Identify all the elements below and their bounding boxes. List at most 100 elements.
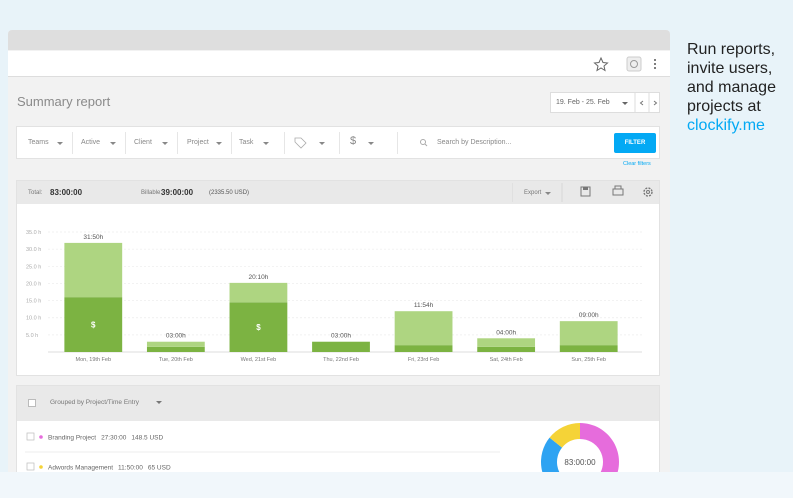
promo-line: projects at	[687, 98, 761, 115]
separator	[72, 132, 73, 154]
x-tick-label: Tue, 20th Feb	[159, 357, 193, 363]
bar-segment	[477, 346, 536, 352]
y-tick-label: 10.0 h	[26, 316, 41, 322]
filter-item[interactable]: Task	[239, 139, 254, 146]
bar-segment	[64, 297, 123, 352]
billable-value: 39:00:00	[161, 188, 194, 197]
date-picker[interactable]: 19. Feb - 25. Feb	[550, 92, 660, 113]
row-name: Branding Project	[48, 435, 96, 442]
x-tick-label: Sun, 25th Feb	[571, 357, 606, 363]
promo-link[interactable]: clockify.me	[687, 117, 765, 134]
project-dot	[39, 465, 43, 469]
overlay: 5.0 h 10.0 h 15.0 h 20.0 h 25.0 h 30.0 h 35.0 …	[25, 230, 642, 472]
row-amount: 65 USD	[148, 465, 171, 472]
donut-slice	[580, 423, 619, 472]
bar-segment	[146, 346, 205, 352]
filter-item[interactable]: Project	[187, 139, 209, 146]
bar-segment	[312, 341, 370, 352]
bar-segment	[229, 282, 288, 303]
group-header: Grouped by Project/Time Entry	[17, 386, 659, 421]
address-bar	[8, 51, 670, 77]
separator	[284, 132, 285, 154]
billable-label: Billable:	[141, 190, 163, 196]
x-tick-label: Sat, 24th Feb	[490, 357, 523, 363]
donut-slice	[541, 437, 563, 472]
billable-marker: $	[91, 321, 96, 330]
promo-line: invite users,	[687, 60, 773, 77]
browser-icons[interactable]	[593, 56, 663, 72]
y-tick-label: 20.0 h	[26, 281, 41, 287]
bar-total-label: 04:00h	[496, 329, 516, 336]
currency-filter[interactable]: $	[350, 135, 357, 147]
project-dot	[39, 435, 43, 439]
bar-segment	[559, 345, 618, 352]
bar-segment	[64, 242, 123, 298]
date-range: 19. Feb - 25. Feb	[556, 99, 610, 106]
bar-segment	[394, 311, 453, 346]
bar-segment	[146, 341, 205, 347]
promo-line: and manage	[687, 79, 776, 96]
bar-total-label: 09:00h	[579, 312, 599, 319]
row-duration: 27:30:00	[101, 435, 127, 442]
row-duration: 11:50:00	[118, 465, 143, 472]
row-name: Adwords Management	[48, 465, 113, 472]
y-tick-label: 25.0 h	[26, 264, 41, 270]
bar-segment	[229, 302, 288, 352]
date-controls[interactable]	[551, 93, 661, 113]
promo-text: Run reports, invite users, and manage pr…	[687, 40, 776, 135]
x-tick-label: Thu, 22nd Feb	[323, 357, 359, 363]
clear-filters[interactable]: Clear filters	[623, 161, 651, 167]
checkbox[interactable]	[26, 462, 35, 471]
total-label: Total:	[28, 190, 43, 196]
project-row[interactable]: Branding Project 27:30:00 148.5 USD	[48, 435, 163, 442]
donut-center: 83:00:00	[564, 458, 596, 467]
x-tick-label: Wed, 21st Feb	[241, 357, 277, 363]
row-amount: 148.5 USD	[131, 435, 163, 442]
filter-icons	[57, 137, 428, 149]
search-input[interactable]: Search by Description...	[437, 139, 512, 146]
separator	[177, 132, 178, 154]
separator	[397, 132, 398, 154]
bar-total-label: 03:00h	[166, 333, 186, 340]
promo-line: Run reports,	[687, 41, 776, 58]
x-tick-label: Fri, 23rd Feb	[408, 357, 439, 363]
filter-item[interactable]: Active	[81, 139, 101, 146]
total-value: 83:00:00	[50, 188, 83, 197]
separator	[125, 132, 126, 154]
group-by[interactable]: Grouped by Project/Time Entry	[50, 399, 139, 406]
group-panel: Grouped by Project/Time Entry	[16, 385, 660, 472]
filter-item[interactable]: Teams	[28, 139, 49, 146]
bar-total-label: 11:54h	[414, 302, 434, 309]
bar-total-label: 31:50h	[83, 234, 103, 241]
bar-total-label: 03:00h	[331, 333, 351, 340]
billable-marker: $	[256, 323, 261, 332]
report-title: Summary report	[17, 94, 111, 109]
backdrop	[0, 472, 793, 498]
project-row[interactable]: Adwords Management 11:50:00 65 USD	[48, 465, 171, 472]
bar-total-label: 20:10h	[248, 274, 268, 281]
checkbox[interactable]	[26, 432, 35, 441]
x-tick-label: Mon, 19th Feb	[76, 357, 111, 363]
billable-amount: (2335.50 USD)	[209, 190, 250, 196]
caret	[156, 401, 162, 404]
title-bar	[8, 30, 670, 50]
browser-window: Summary report 19. Feb - 25. Feb Teams A…	[8, 30, 670, 472]
y-tick-label: 5.0 h	[26, 333, 38, 339]
y-tick-label: 30.0 h	[26, 247, 41, 253]
separator	[231, 132, 232, 154]
chart-panel: Total: 83:00:00 Billable: 39:00:00 (2335…	[16, 180, 660, 376]
export-button[interactable]: Export	[524, 190, 542, 196]
panel-icons[interactable]	[512, 181, 659, 204]
bar-segment	[559, 321, 618, 346]
filter-item[interactable]: Client	[134, 139, 152, 146]
bar-segment	[477, 338, 536, 347]
bar-segment	[394, 345, 453, 352]
checkbox[interactable]	[28, 399, 36, 407]
y-tick-label: 15.0 h	[26, 299, 41, 305]
donut-slice	[549, 423, 580, 448]
y-tick-label: 35.0 h	[26, 230, 41, 236]
separator	[339, 132, 340, 154]
summary-header: Total: 83:00:00 Billable: 39:00:00 (2335…	[17, 181, 659, 204]
filter-button[interactable]: FILTER	[614, 133, 656, 153]
